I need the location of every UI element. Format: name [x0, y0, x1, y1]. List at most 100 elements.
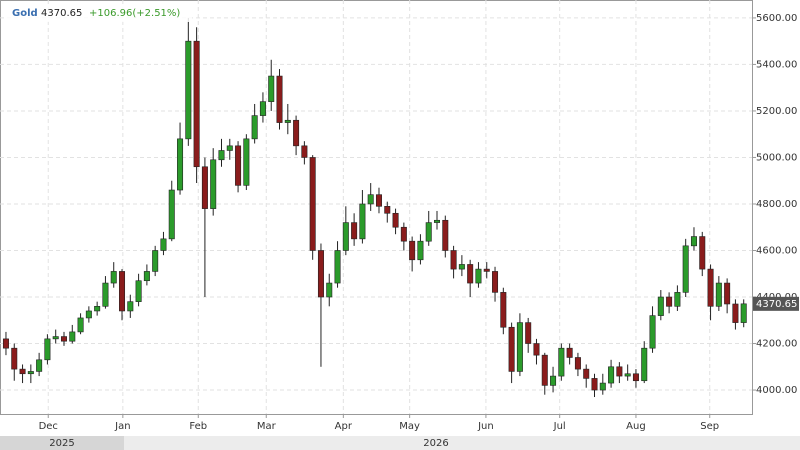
- candle-body: [699, 236, 706, 270]
- candle-body: [409, 240, 416, 261]
- candle-body: [425, 222, 432, 242]
- x-tick-label: Dec: [39, 421, 58, 432]
- candle-body: [525, 322, 532, 344]
- candle-body: [226, 145, 233, 151]
- candle-body: [674, 292, 681, 307]
- candle-body: [508, 326, 515, 372]
- change: +106.96(+2.51%): [89, 8, 180, 19]
- candle-body: [235, 145, 242, 186]
- candle-body: [2, 338, 9, 349]
- period-band: [0, 436, 124, 450]
- candle-body: [574, 357, 581, 370]
- candle-body: [682, 245, 689, 293]
- y-tick-label: 5000.00: [756, 152, 797, 163]
- candle-body: [268, 75, 275, 102]
- x-tick-label: Apr: [335, 421, 353, 432]
- y-tick-label: 5400.00: [756, 59, 797, 70]
- candle-body: [475, 268, 482, 284]
- candle-body: [583, 368, 590, 379]
- candle-body: [492, 271, 499, 293]
- candle-body: [400, 226, 407, 242]
- candle-body: [417, 240, 424, 261]
- last-price-box: [753, 296, 799, 311]
- x-tick-label: Jan: [114, 421, 130, 432]
- x-tick-label: Jul: [553, 421, 566, 432]
- candle-body: [690, 236, 697, 247]
- candle-body: [293, 119, 300, 147]
- y-tick-label: 5200.00: [756, 106, 797, 117]
- period-label: 2026: [423, 438, 448, 449]
- candle-body: [392, 212, 399, 228]
- candle-body: [724, 282, 731, 305]
- candle-body: [69, 331, 76, 342]
- candle-body: [375, 194, 382, 207]
- y-tick-label: 4200.00: [756, 339, 797, 350]
- candle-body: [251, 115, 258, 140]
- x-tick-label: May: [399, 421, 420, 432]
- candle-body: [732, 303, 739, 323]
- candle-body: [707, 268, 714, 307]
- candle-body: [143, 271, 150, 282]
- candle-body: [110, 271, 117, 284]
- candle-body: [450, 250, 457, 270]
- candle-body: [342, 222, 349, 251]
- candle-body: [27, 371, 34, 375]
- candle-body: [119, 271, 126, 312]
- candle-body: [649, 315, 656, 349]
- candle-body: [243, 138, 250, 186]
- candle-body: [127, 301, 134, 312]
- candle-body: [434, 219, 441, 223]
- candle-body: [541, 354, 548, 386]
- y-tick-label: 4600.00: [756, 245, 797, 256]
- candle-body: [19, 368, 26, 375]
- plot: 4000.004200.004400.004600.004800.005000.…: [0, 0, 797, 432]
- candle-body: [185, 40, 192, 140]
- candle-body: [102, 282, 109, 307]
- candle-body: [77, 317, 84, 333]
- plot-frame: [0, 0, 753, 415]
- y-tick-label: 4000.00: [756, 385, 797, 396]
- candle-body: [566, 347, 573, 358]
- period-label: 2025: [49, 438, 74, 449]
- candle-body: [608, 366, 615, 384]
- x-tick-label: Jun: [477, 421, 494, 432]
- candle-body: [94, 306, 101, 312]
- candle-body: [384, 206, 391, 214]
- candle-body: [558, 347, 565, 377]
- x-tick-label: Aug: [626, 421, 646, 432]
- last-price: 4370.65: [41, 8, 82, 19]
- candle-body: [284, 119, 291, 123]
- candle-body: [135, 280, 142, 302]
- candle-body: [632, 373, 639, 382]
- candle-body: [467, 264, 474, 284]
- candle-body: [599, 382, 606, 391]
- candle-body: [351, 222, 358, 240]
- candle-body: [367, 194, 374, 205]
- candle-body: [259, 101, 266, 116]
- candle-body: [60, 336, 67, 342]
- last-price-label: 4370.65: [756, 299, 797, 310]
- x-tick-label: Sep: [700, 421, 719, 432]
- candle-body: [740, 303, 747, 323]
- y-tick-label: 5600.00: [756, 13, 797, 24]
- candle-body: [177, 138, 184, 191]
- candle-body: [152, 250, 159, 272]
- candle-body: [301, 145, 308, 158]
- candle-body: [616, 366, 623, 377]
- candle-body: [160, 238, 167, 251]
- candle-body: [483, 268, 490, 272]
- candle-body: [193, 40, 200, 168]
- candle-body: [11, 347, 18, 370]
- candle-body: [516, 322, 523, 372]
- symbol: Gold: [12, 8, 38, 19]
- candle-body: [500, 292, 507, 328]
- candle-body: [218, 150, 225, 161]
- header-bg: [6, 4, 192, 22]
- candle-body: [458, 264, 465, 270]
- candle-body: [317, 250, 324, 298]
- candle-body: [36, 359, 43, 372]
- candle-body: [201, 166, 208, 209]
- candle-body: [715, 282, 722, 307]
